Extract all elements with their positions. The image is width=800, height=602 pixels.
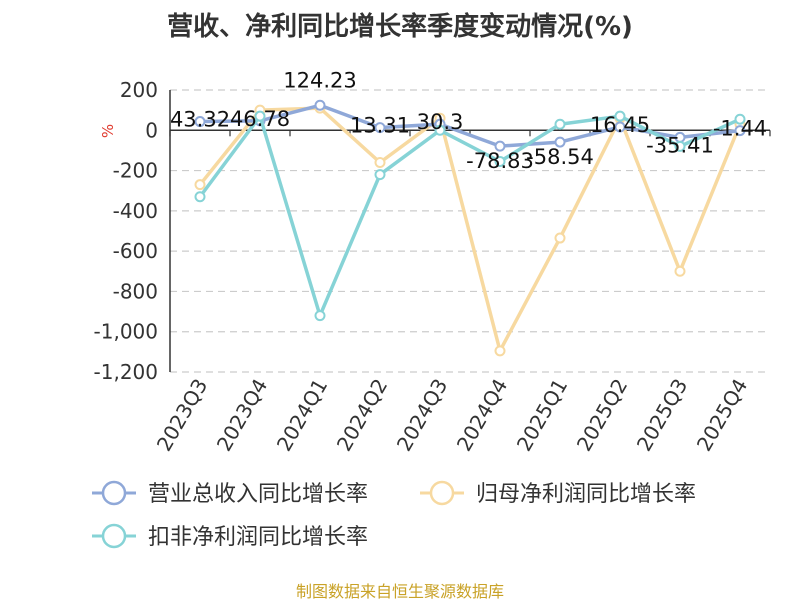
x-tick-label: 2024Q3 bbox=[392, 375, 452, 456]
data-point bbox=[674, 265, 686, 277]
y-tick-label: -1,000 bbox=[94, 320, 158, 344]
data-point bbox=[734, 113, 746, 125]
y-tick-label: -1,200 bbox=[94, 360, 158, 384]
x-tick-label: 2024Q2 bbox=[332, 375, 392, 456]
data-point bbox=[374, 169, 386, 181]
data-point bbox=[734, 125, 746, 137]
legend-marker bbox=[429, 480, 455, 506]
legend-marker bbox=[101, 480, 127, 506]
data-point bbox=[434, 124, 446, 136]
data-label: 13.31 bbox=[350, 114, 410, 138]
data-point bbox=[554, 232, 566, 244]
series-line bbox=[198, 114, 742, 318]
data-point bbox=[314, 310, 326, 322]
legend-label: 营业总收入同比增长率 bbox=[148, 482, 368, 507]
y-tick-label: -200 bbox=[113, 159, 158, 183]
data-point bbox=[614, 121, 626, 133]
data-label: 46.78 bbox=[230, 107, 290, 131]
data-point bbox=[194, 179, 206, 191]
x-tick-label: 2025Q4 bbox=[692, 375, 752, 456]
x-tick-label: 2023Q4 bbox=[212, 375, 272, 456]
y-tick-label: -400 bbox=[113, 199, 158, 223]
chart-title: 营收、净利同比增长率季度变动情况(%) bbox=[167, 12, 633, 42]
data-point bbox=[494, 140, 506, 152]
data-label: -58.54 bbox=[526, 145, 594, 169]
data-point bbox=[374, 157, 386, 169]
data-label: 30.3 bbox=[417, 110, 464, 134]
x-tick-label: 2023Q3 bbox=[152, 375, 212, 456]
series-line bbox=[198, 106, 742, 353]
data-label: -1.44 bbox=[713, 117, 767, 141]
data-point bbox=[614, 110, 626, 122]
data-label: 16.45 bbox=[590, 113, 650, 137]
data-point bbox=[554, 136, 566, 148]
y-axis-unit: % bbox=[99, 124, 117, 138]
legend-marker bbox=[101, 523, 127, 549]
x-tick-label: 2024Q4 bbox=[452, 375, 512, 456]
data-point bbox=[674, 140, 686, 152]
y-tick-label: -800 bbox=[113, 279, 158, 303]
data-label: -35.41 bbox=[646, 133, 714, 157]
data-point bbox=[194, 116, 206, 128]
data-point bbox=[554, 118, 566, 130]
data-point bbox=[374, 122, 386, 134]
data-point bbox=[314, 99, 326, 111]
x-tick-label: 2025Q1 bbox=[512, 375, 572, 456]
data-point bbox=[494, 345, 506, 357]
y-tick-label: 0 bbox=[145, 118, 158, 142]
y-tick-label: -600 bbox=[113, 239, 158, 263]
x-tick-label: 2024Q1 bbox=[272, 375, 332, 456]
x-tick-label: 2025Q2 bbox=[572, 375, 632, 456]
legend-label: 归母净利润同比增长率 bbox=[476, 482, 696, 507]
data-point bbox=[254, 110, 266, 122]
x-tick-label: 2025Q3 bbox=[632, 375, 692, 456]
data-point bbox=[194, 191, 206, 203]
y-tick-label: 200 bbox=[120, 78, 158, 102]
data-label: 124.23 bbox=[283, 68, 356, 92]
source-note: 制图数据来自恒生聚源数据库 bbox=[295, 582, 504, 601]
data-point bbox=[494, 156, 506, 168]
legend-label: 扣非净利润同比增长率 bbox=[148, 525, 368, 550]
data-label: -78.83 bbox=[466, 149, 534, 173]
data-label: 43.32 bbox=[170, 108, 230, 132]
